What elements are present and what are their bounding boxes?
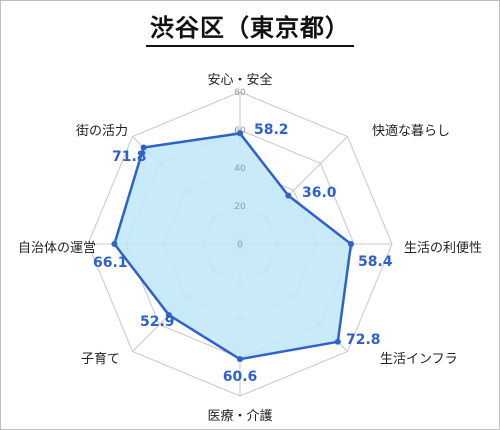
tick-label-0: 0 bbox=[237, 240, 243, 250]
axis-label: 子育て bbox=[81, 351, 120, 367]
data-point bbox=[165, 312, 172, 319]
chart-title-wrap: 渋谷区（東京都） bbox=[0, 8, 500, 47]
data-point bbox=[237, 130, 243, 137]
tick-label-20: 20 bbox=[234, 202, 246, 212]
data-point bbox=[140, 144, 147, 151]
data-label: 36.0 bbox=[302, 185, 337, 201]
axis-label: 安心・安全 bbox=[207, 72, 272, 88]
axis-label: 自治体の運営 bbox=[18, 241, 96, 256]
axis-label: 生活の利便性 bbox=[404, 241, 482, 256]
axis-label: 快適な暮らし bbox=[372, 123, 450, 139]
data-point bbox=[111, 241, 118, 247]
axis-label: 街の活力 bbox=[76, 124, 128, 139]
data-label: 71.8 bbox=[112, 149, 147, 165]
data-point bbox=[237, 356, 243, 363]
data-label: 52.9 bbox=[140, 314, 175, 330]
axis-label: 医療・介護 bbox=[207, 408, 272, 424]
data-point bbox=[285, 192, 292, 199]
data-label: 66.1 bbox=[93, 255, 128, 271]
data-label: 58.4 bbox=[358, 254, 393, 270]
data-point bbox=[347, 241, 354, 247]
chart-title: 渋谷区（東京都） bbox=[146, 8, 354, 47]
data-label: 72.8 bbox=[346, 332, 381, 348]
data-point bbox=[334, 338, 341, 345]
data-label: 58.2 bbox=[254, 122, 289, 138]
data-label: 60.6 bbox=[223, 369, 258, 385]
tick-label-40: 40 bbox=[234, 164, 246, 174]
tick-label-80: 80 bbox=[234, 88, 246, 98]
axis-label: 生活インフラ bbox=[380, 352, 458, 367]
